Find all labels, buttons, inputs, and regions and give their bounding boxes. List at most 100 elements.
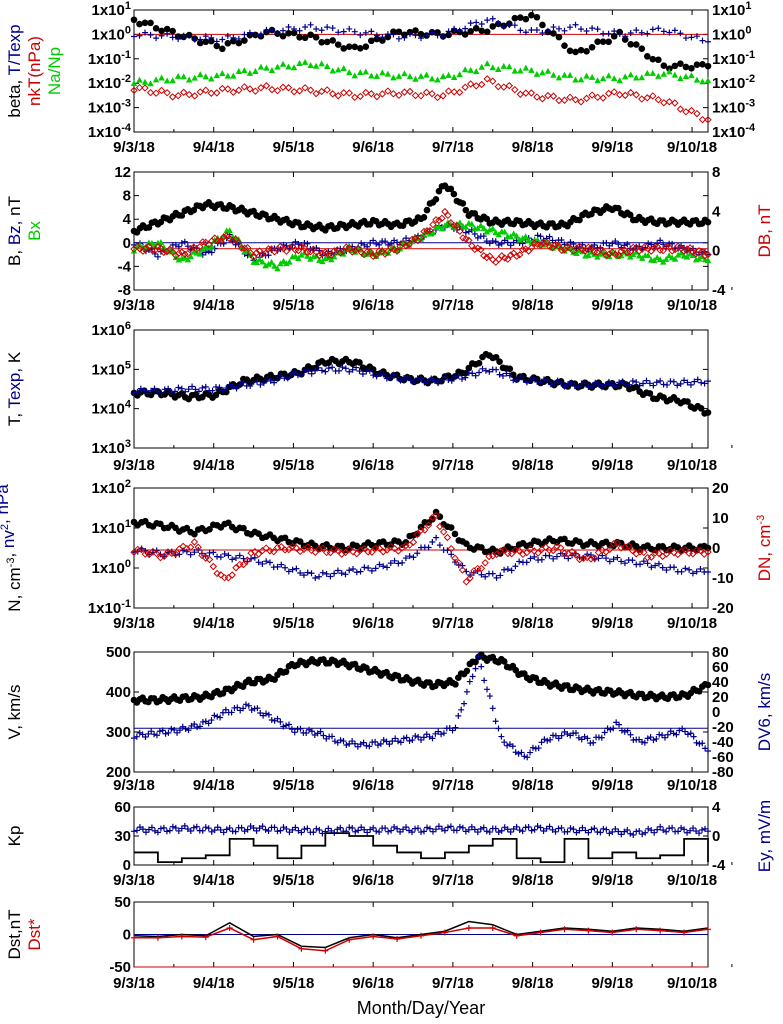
data-point xyxy=(533,70,541,77)
data-point xyxy=(622,33,629,40)
data-point xyxy=(429,229,437,236)
data-point xyxy=(623,248,631,257)
data-point xyxy=(617,247,626,255)
data-point xyxy=(277,718,284,725)
data-point xyxy=(439,73,447,80)
data-point xyxy=(378,246,386,253)
data-point xyxy=(301,34,309,42)
data-point xyxy=(678,568,685,575)
data-point xyxy=(349,547,357,556)
data-point xyxy=(461,31,469,38)
data-point xyxy=(456,227,464,235)
x-tick-label: 9/6/18 xyxy=(352,872,394,889)
y-right-tick-label: 0 xyxy=(712,243,720,260)
data-point xyxy=(179,88,188,96)
data-point xyxy=(696,546,705,555)
y-tick-label: 400 xyxy=(106,684,131,701)
data-point xyxy=(399,559,406,566)
data-point xyxy=(662,550,671,558)
data-point xyxy=(704,62,712,70)
data-point xyxy=(493,574,500,581)
data-point xyxy=(635,247,643,255)
series-v xyxy=(130,651,712,706)
y-right-tick-label: 60 xyxy=(712,659,729,676)
data-point xyxy=(507,828,514,835)
data-point xyxy=(285,29,292,37)
data-point xyxy=(307,62,314,69)
data-point xyxy=(346,740,353,747)
data-point xyxy=(354,743,361,750)
data-point xyxy=(376,561,383,568)
data-point xyxy=(308,728,315,735)
y-right-tick-label: 0 xyxy=(712,540,720,557)
data-point xyxy=(368,37,375,45)
data-point xyxy=(528,27,535,34)
data-point xyxy=(340,89,348,97)
data-point xyxy=(214,824,221,831)
data-point xyxy=(414,550,421,557)
data-point xyxy=(146,88,155,97)
data-point xyxy=(449,727,456,734)
data-point xyxy=(351,246,359,254)
data-point xyxy=(611,28,618,35)
data-point xyxy=(238,824,245,831)
x-tick-label: 9/3/18 xyxy=(113,457,155,474)
data-point xyxy=(147,31,154,38)
data-point xyxy=(601,729,608,736)
data-point xyxy=(682,728,689,735)
data-point xyxy=(478,571,485,578)
data-point xyxy=(472,372,479,379)
data-point xyxy=(705,828,711,835)
data-point xyxy=(630,251,637,258)
data-point xyxy=(509,371,517,379)
data-point xyxy=(441,929,448,936)
data-point xyxy=(361,826,368,833)
data-point xyxy=(605,72,612,79)
data-point xyxy=(258,250,267,258)
data-point xyxy=(394,374,401,381)
data-point xyxy=(262,82,271,90)
data-point xyxy=(451,25,458,32)
data-point xyxy=(633,27,640,34)
data-point xyxy=(704,250,712,259)
data-point xyxy=(274,563,281,570)
data-point xyxy=(681,929,688,936)
data-point xyxy=(484,60,491,67)
data-point xyxy=(498,240,505,247)
data-point xyxy=(349,738,356,745)
data-point xyxy=(146,551,153,558)
series-t xyxy=(130,350,712,417)
data-point xyxy=(158,74,165,81)
y-tick-label: 500 xyxy=(106,644,131,661)
data-point xyxy=(475,359,483,367)
y-right-tick-label: -4 xyxy=(712,857,726,874)
data-point xyxy=(462,25,469,32)
data-point xyxy=(465,826,472,833)
data-point xyxy=(194,543,202,551)
data-point xyxy=(329,733,336,740)
data-point xyxy=(566,47,574,55)
data-point xyxy=(657,823,664,830)
data-point xyxy=(319,258,326,265)
data-point xyxy=(329,67,336,74)
data-point xyxy=(496,547,505,555)
data-point xyxy=(534,549,542,557)
data-point xyxy=(489,15,496,22)
y-tick-label: -50 xyxy=(109,959,131,976)
data-point xyxy=(603,826,610,833)
data-point xyxy=(501,566,508,573)
data-point xyxy=(614,251,623,260)
data-point xyxy=(372,738,379,745)
data-point xyxy=(152,549,161,558)
data-point xyxy=(647,553,656,561)
data-point xyxy=(550,24,557,31)
data-point xyxy=(277,827,284,834)
data-point xyxy=(517,27,524,34)
data-point xyxy=(383,738,390,745)
data-point xyxy=(582,380,588,387)
data-point xyxy=(533,93,541,101)
data-point xyxy=(136,76,143,83)
data-point xyxy=(406,87,414,96)
data-point xyxy=(257,84,265,92)
data-point xyxy=(373,35,381,43)
